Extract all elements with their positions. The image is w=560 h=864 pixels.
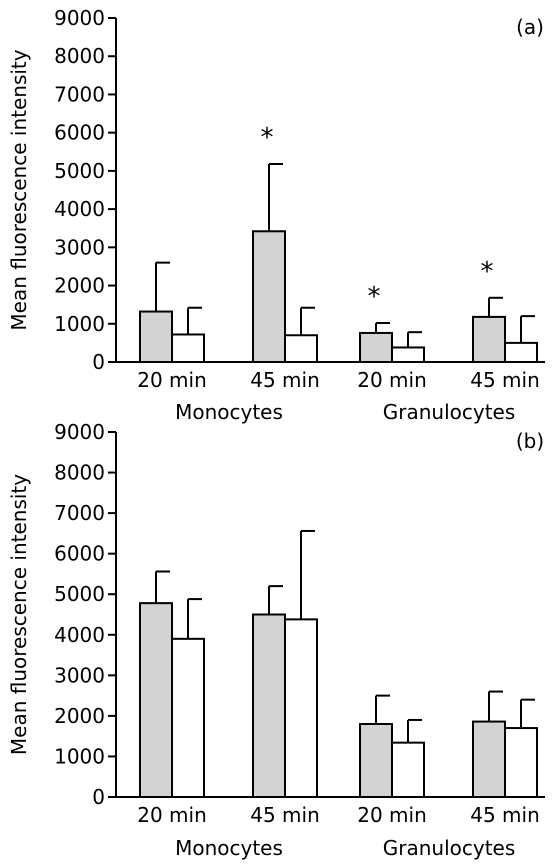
panel-label: (b) xyxy=(516,429,544,453)
y-tick-label: 2000 xyxy=(54,704,105,728)
y-axis-label: Mean fluorescence intensity xyxy=(7,49,31,330)
bar xyxy=(359,723,393,798)
x-tick-label: 45 min xyxy=(470,803,540,827)
chart-panel-a: 0 1000 2000 3000 4000 5000 6000 7000 8000 9000 Mea… xyxy=(7,6,545,424)
x-tick-label: 20 min xyxy=(357,368,427,392)
y-tick-label: 1000 xyxy=(54,744,105,768)
y-tick-label: 8000 xyxy=(54,44,105,68)
y-tick-label: 5000 xyxy=(54,582,105,606)
bar xyxy=(359,331,393,363)
bar xyxy=(171,333,205,364)
bar xyxy=(252,230,286,363)
y-axis-label: Mean fluorescence intensity xyxy=(7,474,31,755)
y-tick-label: 4000 xyxy=(54,623,105,647)
x-group-label: Monocytes xyxy=(175,836,283,860)
y-tick-label: 7000 xyxy=(54,82,105,106)
y-tick-label: 1000 xyxy=(54,312,105,336)
y-tick-label: 0 xyxy=(92,350,105,374)
y-tick-label: 3000 xyxy=(54,663,105,687)
bar xyxy=(171,637,205,798)
bar xyxy=(472,315,506,363)
bar xyxy=(284,334,318,364)
significance-marker: * xyxy=(368,282,381,312)
bar xyxy=(139,310,173,363)
x-tick-label: 45 min xyxy=(250,803,320,827)
x-tick-label: 20 min xyxy=(137,368,207,392)
y-tick-label: 9000 xyxy=(54,420,105,444)
x-tick-label: 20 min xyxy=(137,803,207,827)
bar xyxy=(391,346,425,363)
significance-marker: * xyxy=(481,257,494,287)
y-tick-label: 8000 xyxy=(54,461,105,485)
x-group-label: Granulocytes xyxy=(383,836,516,860)
y-tick-label: 6000 xyxy=(54,121,105,145)
chart-panel-b: 0 1000 2000 3000 4000 5000 6000 7000 8000 9000 Mea… xyxy=(7,420,545,860)
x-group-label: Granulocytes xyxy=(383,400,516,424)
y-tick-label: 4000 xyxy=(54,197,105,221)
bar xyxy=(472,720,506,798)
bar xyxy=(391,741,425,799)
significance-marker: * xyxy=(261,123,274,153)
bar xyxy=(252,613,286,798)
panel-label: (a) xyxy=(516,15,544,39)
x-tick-label: 45 min xyxy=(470,368,540,392)
y-tick-label: 0 xyxy=(92,785,105,809)
bar xyxy=(284,618,318,798)
x-tick-label: 20 min xyxy=(357,803,427,827)
x-group-label: Monocytes xyxy=(175,400,283,424)
y-tick-label: 9000 xyxy=(54,6,105,30)
y-tick-label: 2000 xyxy=(54,274,105,298)
x-tick-label: 45 min xyxy=(250,368,320,392)
y-tick-label: 5000 xyxy=(54,159,105,183)
y-tick-label: 3000 xyxy=(54,235,105,259)
y-tick-label: 6000 xyxy=(54,542,105,566)
bar xyxy=(504,727,538,798)
y-tick-label: 7000 xyxy=(54,501,105,525)
bar xyxy=(504,341,538,363)
bar xyxy=(139,602,173,799)
